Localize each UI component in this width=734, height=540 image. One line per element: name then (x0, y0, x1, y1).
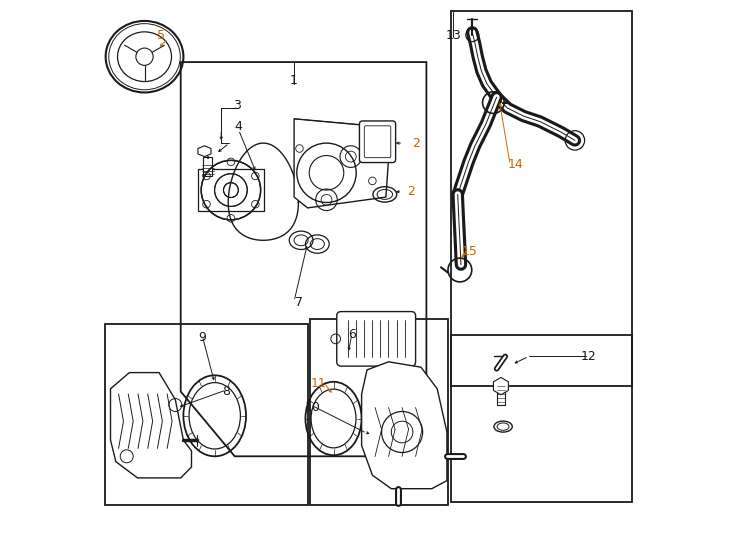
Polygon shape (362, 362, 447, 489)
Bar (451, 11, 631, 386)
Bar (451, 335, 631, 502)
Text: 5: 5 (157, 29, 164, 42)
FancyBboxPatch shape (364, 126, 390, 158)
Text: 3: 3 (233, 99, 241, 112)
Text: 9: 9 (198, 331, 206, 344)
Text: 10: 10 (305, 401, 321, 414)
Polygon shape (198, 146, 211, 157)
Text: 13: 13 (446, 29, 461, 42)
Text: 11: 11 (310, 377, 327, 390)
Polygon shape (493, 377, 509, 395)
Bar (310, 319, 448, 505)
Polygon shape (111, 373, 192, 478)
Text: 6: 6 (348, 328, 356, 341)
Text: 2: 2 (407, 185, 415, 198)
FancyBboxPatch shape (360, 121, 396, 163)
Text: 7: 7 (296, 296, 303, 309)
Text: 1: 1 (290, 75, 298, 87)
Text: 14: 14 (508, 158, 523, 171)
Text: 2: 2 (412, 137, 420, 150)
Text: 8: 8 (222, 385, 230, 398)
Text: 4: 4 (235, 120, 242, 133)
FancyBboxPatch shape (337, 312, 415, 366)
Bar (105, 324, 308, 505)
Bar (497, 386, 505, 405)
Bar (198, 170, 264, 211)
Text: 12: 12 (581, 350, 596, 363)
Text: 15: 15 (462, 245, 478, 258)
Polygon shape (294, 119, 388, 208)
Bar (203, 157, 212, 176)
